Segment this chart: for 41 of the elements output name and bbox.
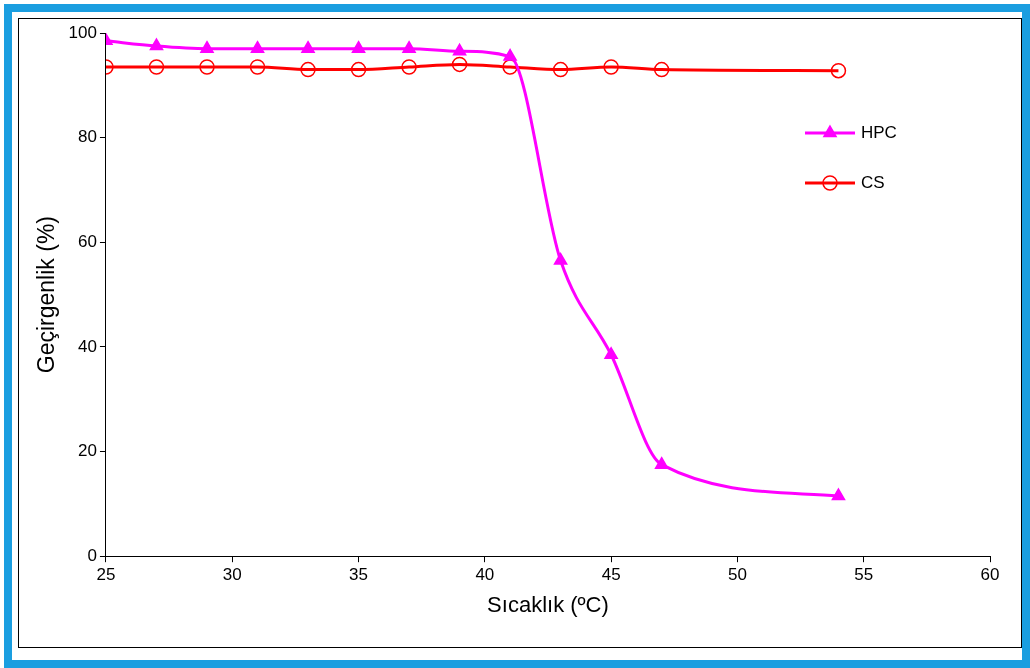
y-tick-label: 60 [78,231,97,251]
point [831,488,846,501]
y-tick-label: 40 [78,336,97,356]
point [503,48,517,61]
point [350,61,367,78]
point [603,59,619,75]
point [149,38,164,51]
x-tick-label: 40 [475,565,495,585]
x-tick-label: 25 [96,565,116,585]
y-tick-label: 100 [68,22,97,42]
point [653,61,670,78]
point [451,56,468,73]
point [148,59,165,75]
legend-label: CS [861,172,885,192]
point [830,62,847,79]
y-axis-title: Geçirgenlik (%) [33,215,60,374]
point [300,61,316,78]
point [249,59,266,75]
point [552,61,569,78]
point [452,43,467,56]
x-tick-label: 50 [727,565,747,585]
point [301,40,315,53]
point [199,59,215,75]
x-tick-label: 55 [854,565,874,585]
point [604,347,618,360]
point [654,456,669,469]
x-tick-label: 60 [980,565,1000,585]
point [250,40,265,53]
x-axis-title: Sıcaklık (ºC) [487,591,609,617]
point [402,40,416,53]
point [401,59,417,75]
x-tick-label: 30 [222,565,242,585]
y-tick-label: 20 [78,441,97,461]
point [553,252,568,265]
legend-label: HPC [861,122,897,142]
x-tick-label: 45 [601,565,621,585]
y-tick-label: 0 [87,545,97,565]
x-tick-label: 35 [349,565,369,585]
point [200,40,214,53]
point [351,40,366,53]
y-tick-label: 80 [78,127,97,147]
